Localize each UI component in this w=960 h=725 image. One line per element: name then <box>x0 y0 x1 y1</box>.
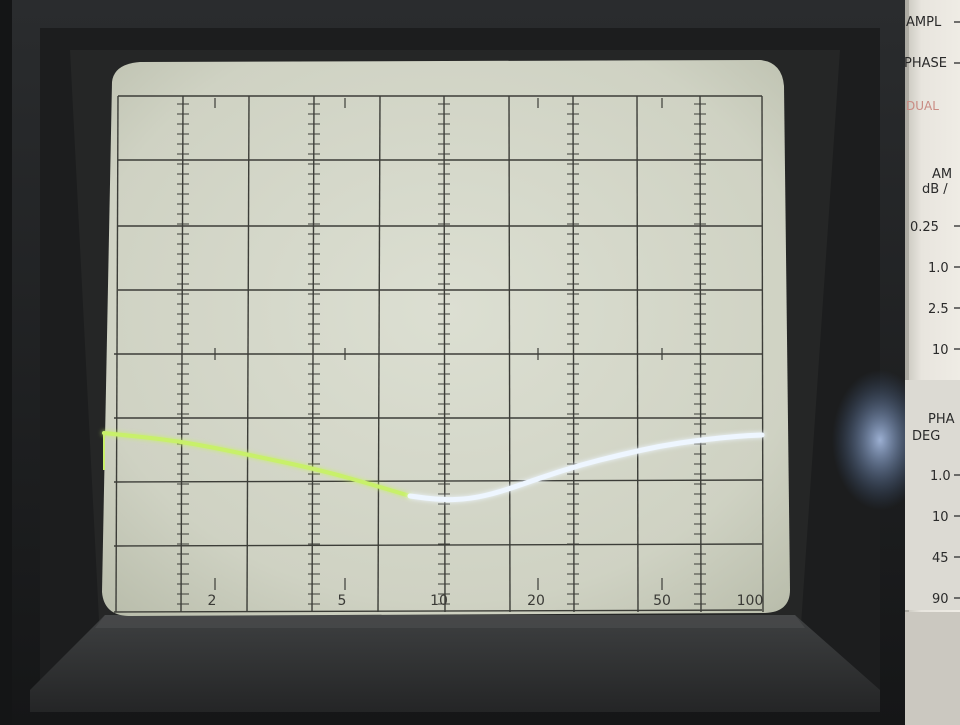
axis-label-2: 2 <box>208 593 217 609</box>
axis-label-10: 10 <box>430 593 448 609</box>
ampl-subheader: dB / <box>922 182 948 197</box>
bezel-lower-lip <box>30 615 880 712</box>
ampl-header: AM <box>932 167 952 182</box>
crt-screen <box>102 60 790 616</box>
ampl-scale-2: 2.5 <box>928 302 949 317</box>
phase-subheader: DEG <box>912 429 940 444</box>
phase-scale-1: 10 <box>932 510 949 525</box>
trace-segment-right <box>407 432 765 503</box>
panel-section-phase <box>905 380 960 610</box>
panel-edge <box>905 0 909 725</box>
ampl-scale-0: 0.25 <box>910 220 939 235</box>
panel-section-lower <box>905 612 960 725</box>
axis-label-5: 5 <box>338 593 347 609</box>
axis-label-100: 100 <box>737 593 764 609</box>
frequency-axis-labels: 2 5 10 20 50 100 <box>208 593 764 609</box>
graticule-hline <box>113 479 763 483</box>
ampl-scale-1: 1.0 <box>928 261 949 276</box>
axis-label-20: 20 <box>527 593 545 609</box>
graticule-hline <box>113 609 763 613</box>
phase-scale-2: 45 <box>932 551 949 566</box>
graticule-vline <box>761 95 764 613</box>
phase-header: PHA <box>928 412 955 427</box>
phase-scale-3: 90 <box>932 592 949 607</box>
panel-labels: AMPL PHASE DUAL AM dB / 0.25 1.0 2.5 10 … <box>904 15 955 607</box>
bezel-lower-edge <box>95 615 805 628</box>
graticule <box>113 95 764 613</box>
reflection-glow <box>832 370 928 510</box>
panel-label-ampl: AMPL <box>906 15 942 30</box>
phase-scale-0: 1.0 <box>930 469 951 484</box>
panel-label-dual: DUAL <box>906 99 939 113</box>
graticule-hline <box>113 543 763 547</box>
axis-label-50: 50 <box>653 593 671 609</box>
trace-segment-left <box>102 431 412 498</box>
panel-scale-ticks <box>954 21 960 599</box>
panel-label-phase: PHASE <box>904 56 947 71</box>
ampl-scale-3: 10 <box>932 343 949 358</box>
